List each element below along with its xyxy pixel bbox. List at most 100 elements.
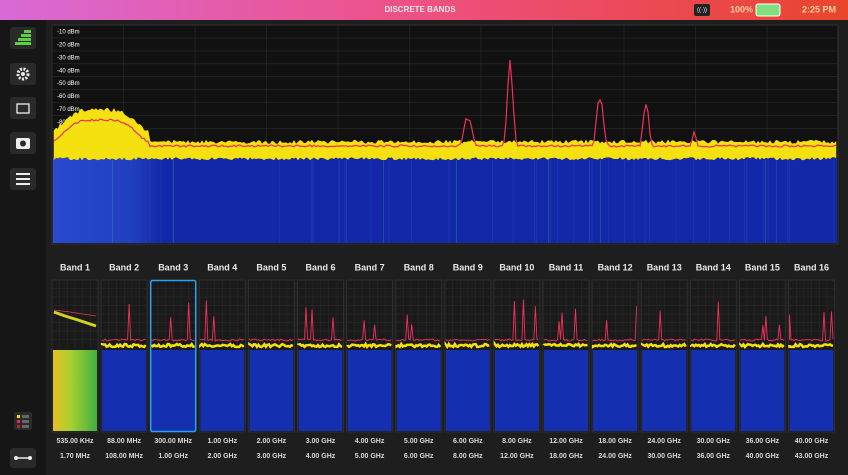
- band-panel[interactable]: [396, 280, 442, 432]
- band-stop-frequency: 2.00 GHz: [208, 453, 238, 460]
- band-panel[interactable]: [641, 280, 687, 432]
- band-name: Band 11: [549, 262, 584, 272]
- band-start-frequency: 18.00 GHz: [598, 438, 632, 445]
- band-panel[interactable]: [248, 280, 294, 432]
- band-start-frequency: 30.00 GHz: [697, 438, 731, 445]
- band-name: Band 14: [696, 262, 731, 272]
- y-axis-label: -30 dBm: [57, 55, 80, 61]
- band-start-frequency: 1.00 GHz: [208, 438, 238, 445]
- band-stop-frequency: 12.00 GHz: [500, 453, 534, 460]
- band-panel[interactable]: [789, 280, 835, 432]
- band-name: Band 10: [499, 262, 534, 272]
- band-name: Band 13: [647, 262, 682, 272]
- band-name: Band 4: [207, 262, 237, 272]
- band-stop-frequency: 36.00 GHz: [697, 453, 731, 460]
- spectrum-mode-button[interactable]: [10, 27, 36, 49]
- band-panel[interactable]: [150, 280, 196, 432]
- band-name: Band 1: [60, 262, 90, 272]
- band-panel[interactable]: [101, 280, 147, 432]
- band-trace: [102, 344, 146, 347]
- band-panel[interactable]: [543, 280, 589, 432]
- band-start-frequency: 24.00 GHz: [647, 438, 681, 445]
- band-stop-frequency: 5.00 GHz: [355, 453, 385, 460]
- band-name: Band 16: [794, 262, 829, 272]
- band-waterfall: [691, 350, 735, 431]
- band-start-frequency: 535.00 KHz: [57, 438, 94, 445]
- band-start-frequency: 12.00 GHz: [549, 438, 583, 445]
- screen-title: DISCRETE BANDS: [384, 5, 456, 14]
- signal-glyph: ((·)): [697, 8, 707, 14]
- band-panel[interactable]: [298, 280, 344, 432]
- band-stop-frequency: 108.00 MHz: [105, 453, 143, 460]
- band-start-frequency: 88.00 MHz: [107, 438, 141, 445]
- band-name: Band 12: [598, 262, 633, 272]
- y-axis-label: -10 dBm: [57, 30, 80, 36]
- sidebar: [0, 20, 46, 475]
- band-panel[interactable]: [347, 280, 393, 432]
- folder-button[interactable]: [10, 97, 36, 119]
- band-waterfall: [397, 350, 441, 431]
- y-axis-label: -50 dBm: [57, 81, 80, 87]
- band-panel[interactable]: [690, 280, 736, 432]
- band-stop-frequency: 1.70 MHz: [60, 453, 90, 460]
- y-axis-label: -20 dBm: [57, 42, 80, 48]
- band-name: Band 5: [256, 262, 286, 272]
- band-name: Band 8: [404, 262, 434, 272]
- waterfall: [53, 158, 837, 243]
- band-stop-frequency: 4.00 GHz: [306, 453, 336, 460]
- band-trace: [691, 344, 735, 347]
- band-waterfall: [151, 350, 195, 431]
- band-stop-frequency: 40.00 GHz: [746, 453, 780, 460]
- menu-button[interactable]: [10, 168, 36, 190]
- band-trace: [642, 344, 686, 347]
- band-stop-frequency: 8.00 GHz: [453, 453, 483, 460]
- band-waterfall: [348, 350, 392, 431]
- y-axis-label: -60 dBm: [57, 94, 80, 100]
- band-waterfall: [299, 350, 343, 431]
- y-axis-label: -70 dBm: [57, 107, 80, 113]
- band-start-frequency: 5.00 GHz: [404, 438, 434, 445]
- band-panel[interactable]: [52, 280, 98, 432]
- band-stop-frequency: 43.00 GHz: [795, 453, 829, 460]
- band-stop-frequency: 18.00 GHz: [549, 453, 583, 460]
- camera-button[interactable]: [10, 132, 36, 154]
- settings-button[interactable]: [10, 63, 36, 85]
- band-waterfall: [446, 350, 490, 431]
- band-start-frequency: 4.00 GHz: [355, 438, 385, 445]
- band-waterfall: [53, 350, 97, 431]
- band-name: Band 9: [453, 262, 483, 272]
- connect-button[interactable]: [10, 448, 36, 468]
- band-waterfall: [740, 350, 784, 431]
- band-stop-frequency: 3.00 GHz: [257, 453, 287, 460]
- band-waterfall: [790, 350, 834, 431]
- band-start-frequency: 300.00 MHz: [154, 438, 192, 445]
- band-panel[interactable]: [494, 280, 540, 432]
- band-stop-frequency: 24.00 GHz: [598, 453, 632, 460]
- band-panel[interactable]: [592, 280, 638, 432]
- band-start-frequency: 8.00 GHz: [502, 438, 532, 445]
- band-waterfall: [495, 350, 539, 431]
- band-name: Band 15: [745, 262, 780, 272]
- band-panel[interactable]: [445, 280, 491, 432]
- band-trace: [495, 344, 539, 347]
- y-axis-label: -40 dBm: [57, 68, 80, 74]
- band-panel[interactable]: [739, 280, 785, 432]
- band-stop-frequency: 1.00 GHz: [158, 453, 188, 460]
- band-waterfall: [544, 350, 588, 431]
- band-stop-frequency: 30.00 GHz: [647, 453, 681, 460]
- band-trace: [740, 344, 784, 347]
- band-start-frequency: 3.00 GHz: [306, 438, 336, 445]
- band-name: Band 6: [305, 262, 335, 272]
- band-waterfall: [249, 350, 293, 431]
- legend-button[interactable]: [14, 412, 32, 430]
- band-waterfall: [200, 350, 244, 431]
- band-start-frequency: 2.00 GHz: [257, 438, 287, 445]
- band-name: Band 7: [355, 262, 385, 272]
- band-waterfall: [642, 350, 686, 431]
- battery-icon: [756, 4, 780, 16]
- battery-percent: 100%: [730, 4, 753, 14]
- band-trace: [151, 344, 195, 347]
- band-panel[interactable]: [199, 280, 245, 432]
- band-start-frequency: 36.00 GHz: [746, 438, 780, 445]
- band-name: Band 2: [109, 262, 139, 272]
